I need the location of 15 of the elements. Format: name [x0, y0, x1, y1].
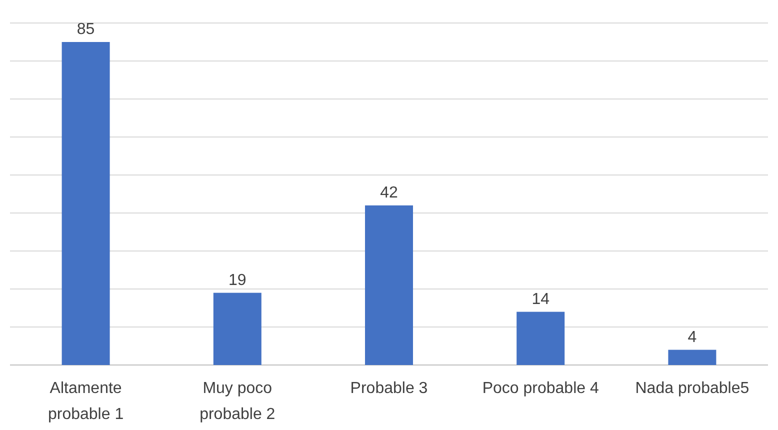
bar [213, 292, 262, 365]
x-tick-label: Probable 3 [350, 380, 428, 397]
bar [62, 42, 110, 365]
data-label: 14 [532, 290, 550, 308]
data-label: 42 [380, 184, 398, 202]
bar [516, 312, 565, 365]
data-label: 4 [688, 328, 697, 346]
x-tick-label: Poco probable 4 [482, 380, 599, 397]
bar [365, 205, 413, 365]
x-tick-label: Altamente probable 1 [48, 380, 124, 423]
x-tick-label: Nada probable5 [635, 380, 750, 397]
bar [668, 350, 716, 365]
x-tick-label: Muy poco probable 2 [200, 380, 276, 423]
data-label: 19 [228, 272, 246, 289]
data-label: 85 [76, 21, 95, 38]
